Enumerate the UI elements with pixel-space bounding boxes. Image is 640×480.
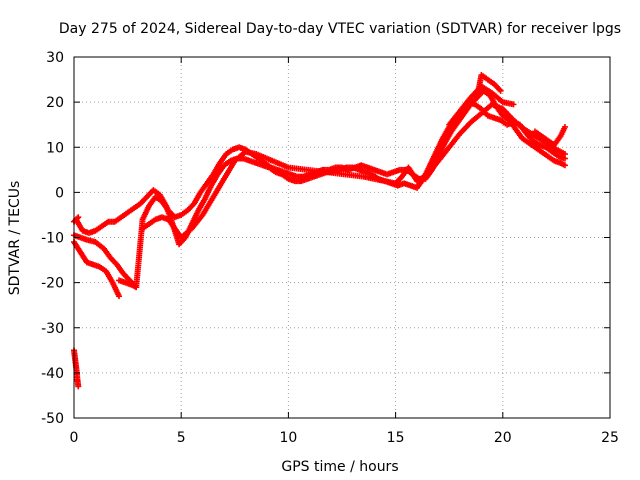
- axis-ticks: 0 5 10 15 20 25 -50 -40 -30 -20 -10 0 10 20 30: [41, 50, 619, 446]
- data-point: [561, 123, 568, 130]
- x-tick-label: 15: [387, 430, 405, 446]
- chart-title: Day 275 of 2024, Sidereal Day-to-day VTE…: [59, 21, 621, 37]
- series-track-i: [531, 123, 568, 148]
- series-track-h: [474, 72, 504, 101]
- x-tick-label: 0: [70, 430, 79, 446]
- data-point: [133, 284, 140, 291]
- data-point: [116, 293, 123, 300]
- series-track-c: [139, 101, 568, 241]
- y-tick-label: 0: [55, 185, 64, 201]
- x-tick-label: 25: [601, 430, 619, 446]
- x-tick-label: 20: [494, 430, 512, 446]
- data-point: [497, 87, 504, 94]
- data-point: [75, 383, 82, 390]
- y-tick-label: -50: [41, 411, 64, 427]
- data-point: [75, 214, 82, 221]
- data-point: [74, 215, 81, 222]
- series-track-e: [116, 277, 140, 291]
- y-tick-label: -30: [41, 321, 64, 337]
- x-tick-label: 10: [279, 430, 297, 446]
- x-tick-label: 5: [177, 430, 186, 446]
- data-point: [510, 101, 517, 108]
- y-tick-label: -40: [41, 366, 64, 382]
- x-axis-label: GPS time / hours: [281, 459, 398, 475]
- y-tick-label: 30: [46, 50, 64, 66]
- y-axis-label: SDTVAR / TECUs: [7, 181, 23, 296]
- y-tick-label: 20: [46, 95, 64, 111]
- data-point: [561, 162, 568, 169]
- y-tick-label: -10: [41, 231, 64, 247]
- data-point: [561, 151, 568, 158]
- data-points: [71, 72, 568, 390]
- y-tick-label: -20: [41, 276, 64, 292]
- y-tick-label: 10: [46, 140, 64, 156]
